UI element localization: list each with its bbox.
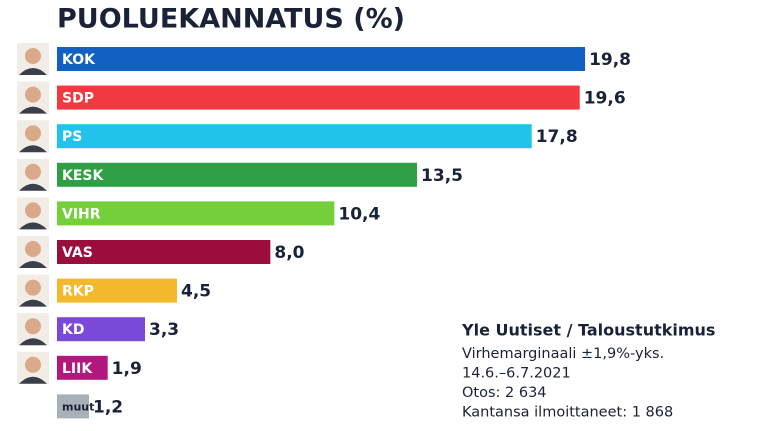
bar-label: PS xyxy=(62,129,82,145)
portrait xyxy=(17,274,49,307)
portrait-head xyxy=(25,241,41,257)
value-label: 4,5 xyxy=(181,282,211,302)
portrait xyxy=(17,81,49,114)
portrait-body xyxy=(19,376,47,384)
source-title: Yle Uutiset / Taloustutkimus xyxy=(461,321,715,340)
bar xyxy=(57,85,580,110)
portrait-body xyxy=(19,68,47,75)
portrait xyxy=(17,43,49,75)
portrait-body xyxy=(19,261,47,268)
value-label: 19,8 xyxy=(589,50,631,70)
portrait-body xyxy=(19,299,47,307)
portrait-body xyxy=(19,106,47,114)
portrait-body xyxy=(19,145,47,153)
bar-label: muut xyxy=(62,400,94,413)
portrait-head xyxy=(25,356,41,373)
bar xyxy=(57,355,108,380)
portrait xyxy=(17,120,49,153)
bar xyxy=(57,162,418,187)
value-label: 1,9 xyxy=(112,359,142,379)
bar xyxy=(57,317,146,342)
portrait-head xyxy=(25,279,41,296)
bar-label: KD xyxy=(62,322,84,338)
bar-label: VIHR xyxy=(62,206,101,222)
bar-label: SDP xyxy=(62,91,94,107)
portrait-head xyxy=(25,86,41,103)
source-line: Kantansa ilmoittaneet: 1 868 xyxy=(462,405,673,421)
value-label: 8,0 xyxy=(274,243,304,263)
source-line: Otos: 2 634 xyxy=(462,385,547,401)
portrait xyxy=(17,158,49,191)
value-label: 19,6 xyxy=(584,89,626,109)
value-label: 10,4 xyxy=(338,204,380,224)
value-label: 1,2 xyxy=(93,397,123,417)
portrait-body xyxy=(19,222,47,230)
source-line: Virhemarginaali ±1,9%-yks. xyxy=(462,346,664,362)
portrait xyxy=(17,351,49,384)
portrait-head xyxy=(25,318,41,335)
source-line: 14.6.–6.7.2021 xyxy=(462,366,571,382)
bar-label: VAS xyxy=(62,245,93,261)
portrait-head xyxy=(25,48,41,64)
bar-label: RKP xyxy=(62,284,94,300)
portrait xyxy=(17,236,49,268)
portrait-body xyxy=(19,338,47,346)
bar-label: KESK xyxy=(62,168,104,184)
bar xyxy=(57,240,271,264)
bar xyxy=(57,124,532,149)
portrait-head xyxy=(25,202,41,219)
portrait xyxy=(17,197,49,230)
bar-label: LIIK xyxy=(62,361,93,377)
bar xyxy=(57,47,586,71)
bar xyxy=(57,394,90,419)
bar xyxy=(57,278,178,303)
bar xyxy=(57,201,335,226)
portrait-head xyxy=(25,125,41,142)
value-label: 13,5 xyxy=(421,166,463,186)
portrait-body xyxy=(19,183,47,191)
portrait-head xyxy=(25,163,41,180)
value-label: 17,8 xyxy=(536,127,578,147)
portrait xyxy=(17,313,49,346)
value-label: 3,3 xyxy=(149,320,179,340)
bar-label: KOK xyxy=(62,52,96,68)
chart-title: PUOLUEKANNATUS (%) xyxy=(57,4,405,35)
